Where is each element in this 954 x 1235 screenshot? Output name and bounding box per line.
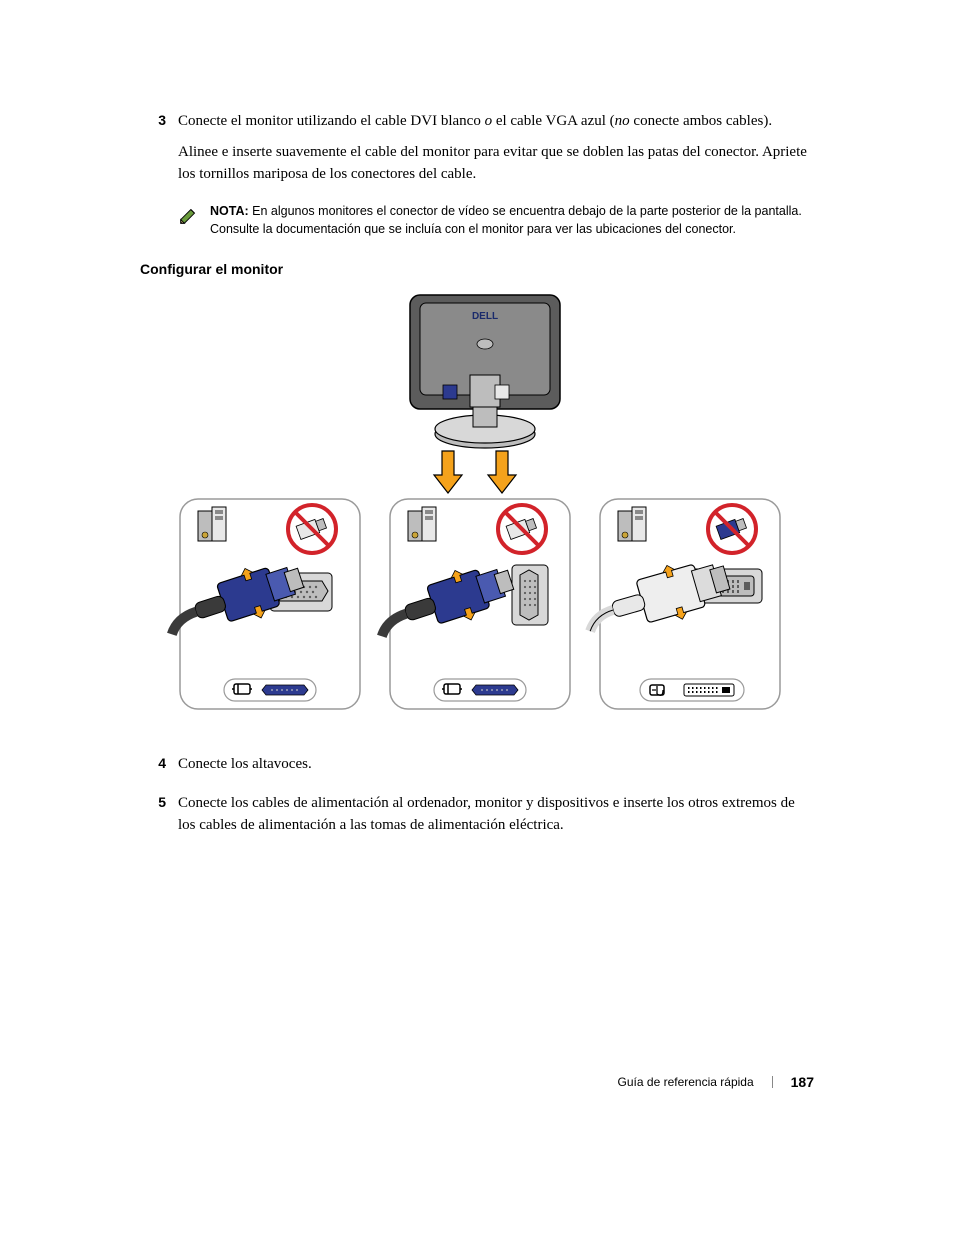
step-body: Conecte los cables de alimentación al or…: [178, 792, 814, 845]
text-italic: o: [485, 113, 493, 129]
monitor-rear-icon: DELL: [410, 295, 560, 448]
page-number: 187: [791, 1074, 814, 1090]
step-4: 4 Conecte los altavoces.: [140, 753, 814, 784]
page-footer: Guía de referencia rápida 187: [618, 1074, 814, 1090]
note-pencil-icon: [178, 204, 200, 226]
step-number: 5: [140, 792, 178, 845]
step-5-text: Conecte los cables de alimentación al or…: [178, 792, 814, 837]
section-heading: Configurar el monitor: [140, 261, 814, 277]
panel-vga-2: [369, 499, 570, 709]
monitor-setup-diagram: DELL: [140, 289, 814, 729]
step-number: 3: [140, 110, 178, 194]
text-run: conecte ambos cables).: [630, 113, 772, 129]
note-label: NOTA:: [210, 204, 249, 218]
text-run: Conecte el monitor utilizando el cable D…: [178, 113, 485, 129]
note: NOTA: En algunos monitores el conector d…: [178, 202, 814, 240]
step-4-text: Conecte los altavoces.: [178, 753, 814, 776]
panel-dvi: [579, 499, 780, 709]
monitor-brand-label: DELL: [472, 311, 498, 322]
arrow-down-icon: [434, 451, 462, 493]
step-5: 5 Conecte los cables de alimentación al …: [140, 792, 814, 845]
step-3: 3 Conecte el monitor utilizando el cable…: [140, 110, 814, 194]
text-run: el cable VGA azul (: [492, 113, 615, 129]
footer-divider: [772, 1076, 773, 1088]
step-3-line-1: Conecte el monitor utilizando el cable D…: [178, 110, 814, 133]
step-3-line-2: Alinee e inserte suavemente el cable del…: [178, 141, 814, 186]
step-body: Conecte el monitor utilizando el cable D…: [178, 110, 814, 194]
panel-vga-1: [159, 499, 360, 709]
note-text: NOTA: En algunos monitores el conector d…: [210, 202, 814, 240]
step-number: 4: [140, 753, 178, 784]
step-body: Conecte los altavoces.: [178, 753, 814, 784]
text-italic: no: [615, 113, 630, 129]
note-body: En algunos monitores el conector de víde…: [210, 204, 802, 237]
footer-title: Guía de referencia rápida: [618, 1075, 754, 1089]
arrow-down-icon: [488, 451, 516, 493]
